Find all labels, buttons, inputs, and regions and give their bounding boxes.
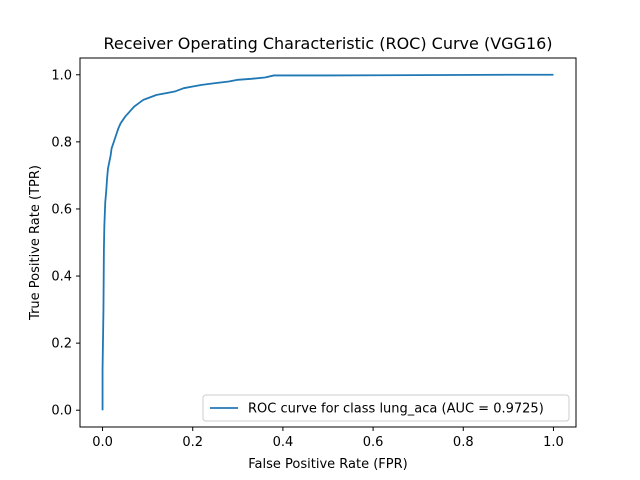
- legend-label: ROC curve for class lung_aca (AUC = 0.97…: [248, 402, 544, 417]
- y-tick-label: 0.8: [51, 135, 72, 150]
- x-tick-label: 0.2: [182, 435, 203, 450]
- chart-title: Receiver Operating Characteristic (ROC) …: [103, 34, 552, 53]
- y-axis-title: True Positive Rate (TPR): [28, 165, 43, 321]
- x-tick-label: 0.6: [363, 435, 384, 450]
- y-tick-label: 0.0: [51, 404, 72, 419]
- roc-curve-line: [101, 73, 554, 411]
- y-tick-label: 0.2: [51, 337, 72, 352]
- plot-frame: [79, 57, 577, 428]
- x-tick-label: 0.4: [273, 435, 294, 450]
- x-axis-title: False Positive Rate (FPR): [248, 457, 407, 472]
- y-tick-label: 1.0: [51, 68, 72, 83]
- y-axis-ticks: 0.0 0.2 0.4 0.6 0.8 1.0: [51, 68, 80, 419]
- x-tick-label: 1.0: [543, 435, 564, 450]
- legend-box: [202, 394, 570, 422]
- x-tick-label: 0.8: [453, 435, 474, 450]
- legend: ROC curve for class lung_aca (AUC = 0.97…: [202, 394, 570, 422]
- y-tick-label: 0.4: [51, 270, 72, 285]
- plot-area: [79, 57, 577, 428]
- x-axis-ticks: 0.0 0.2 0.4 0.6 0.8 1.0: [92, 427, 564, 450]
- y-tick-label: 0.6: [51, 202, 72, 217]
- x-tick-label: 0.0: [92, 435, 113, 450]
